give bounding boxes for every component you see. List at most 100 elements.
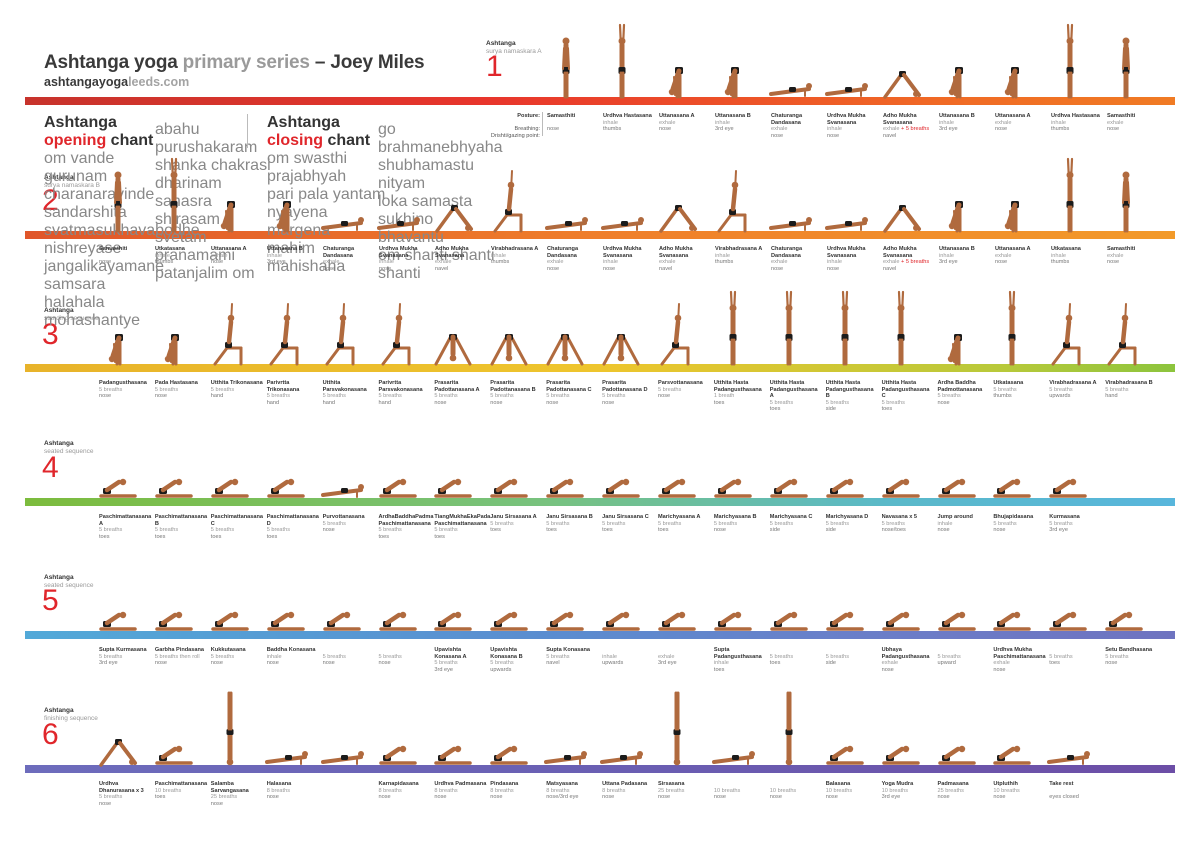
pose-caption: Padangusthasana 5 breaths nose [99,380,151,400]
website-text-2: yoga [98,75,129,89]
section-5-label-title: Ashtanga [44,574,74,581]
pose-drishti: nose [937,527,950,534]
pose-breathing: inhale [715,119,730,126]
pose-caption: Halasana 8 breaths nose [267,781,319,801]
pose-breathing: 5 breaths [378,527,402,534]
pose-breathing: 25 breaths [658,787,685,794]
pose-drishti: side [825,527,836,534]
section-6-label-title: Ashtanga [44,707,74,714]
pose-name: Prasarita Padottanasana C [546,380,592,393]
pose-caption: Take rest eyes closed [1049,781,1101,801]
chant-line: samsara halahala mohashantye [44,276,141,329]
pose-figure [375,301,421,370]
pose-drishti: nose [827,132,840,139]
pose-breathing: 5 breaths [434,660,458,667]
pose-name: Utthita Hasta Padangusthasana A [769,380,818,400]
pose-name: Marichyasana A [658,514,701,520]
pose-name: Garbha Pindasana [154,647,205,653]
pose-breathing: exhale [771,126,788,133]
pose-breathing: 5 breaths [154,386,179,393]
pose-caption: Urdhva Padmasana 8 breaths nose [434,781,486,801]
section-6-label-sub: finishing sequence [44,714,98,722]
pose-figure [654,688,700,771]
section-3-label-sub: standing sequence [44,314,99,322]
pose-name: Virabhadrasana A [1049,380,1097,386]
pose-figure [542,465,588,504]
pose-breathing: 5 breaths [713,520,738,527]
pose-drishti: 3rd eye [715,126,734,133]
pose-figure [822,598,868,637]
chant-line: sandarshita svatmasukhavabodhe [44,204,200,239]
poster-header: Ashtanga yoga primary series – Joey Mile… [44,52,425,89]
pose-caption: 5 breaths nose [379,647,431,667]
pose-caption: Urdhva Mukha Svanasana inhale nose [603,246,655,272]
pose-name: Uttanasana B [939,246,975,252]
pose-name: Prasarita Padottanasana B [490,380,536,393]
pose-drishti: toes [769,406,781,413]
pose-figure [486,465,532,504]
pose-figure [95,168,141,237]
pose-caption: Purvottanasana 5 breaths nose [323,514,375,534]
pose-drishti: side [825,406,836,413]
pose-drishti: nose [993,666,1006,673]
pose-drishti: nose [602,399,615,406]
pose-breathing: 5 breaths [658,386,682,393]
section-3-label-title: Ashtanga [44,307,74,314]
pose-caption: Setu Bandhasana 5 breaths nose [1105,647,1157,667]
pose-name: Navasana x 5 [881,514,918,520]
pose-drishti: thumbs [715,259,734,266]
pose-breathing: 10 breaths [769,787,797,794]
pose-figure [542,732,588,771]
pose-drishti: nose [658,393,671,400]
pose-figure [151,598,197,637]
pose-breathing: inhale [266,653,282,660]
pose-name: Setu Bandhasana [1105,647,1153,653]
pose-name: Samasthiti [1107,113,1136,119]
pose-drishti: nose [881,666,894,673]
pose-name: Chaturanga Dandasana [323,246,355,259]
pose-drishti: nose [1107,259,1120,266]
pose-breathing: 5 breaths [769,653,794,660]
pose-caption: Chaturanga Dandasana exhale nose [323,246,375,272]
pose-name: Virabhadrasana B [1105,380,1153,386]
pose-name: Utkatasana [1051,246,1081,252]
color-band-1 [25,97,1175,105]
pose-name [770,781,822,788]
pose-breathing: 5 breaths [322,653,346,660]
pose-figure [1047,154,1093,237]
pose-caption: Paschimattanasana 10 breaths toes [155,781,207,801]
pose-breathing: inhale [603,259,618,266]
pose-breathing: inhale [491,252,506,259]
pose-caption: Parsvottanasana 5 breaths nose [658,380,710,400]
pose-figure [95,732,141,771]
pose-caption: Ardha Baddha Padmottanasana 5 breaths nose [938,380,990,406]
pose-drishti: 3rd eye [939,259,958,266]
pose-drishti: nose [546,399,559,406]
pose-drishti: nose [378,660,391,667]
pose-figure [375,465,421,504]
pose-breathing: 10 breaths [993,787,1020,794]
pose-drishti: nose [211,259,224,266]
pose-name: Paschimattanasana D [266,514,319,527]
pose-figure [1045,598,1091,637]
pose-breathing: 5 breaths [546,393,570,400]
pose-caption: Utkatasana inhale thumbs [155,246,207,266]
chant-line: abahu purushakaram [155,120,258,156]
pose-caption: Karnapidasana 8 breaths nose [379,781,431,801]
pose-caption: Samasthiti exhale nose [1107,113,1159,133]
section-5-label-sub: seated sequence [44,581,94,589]
pose-name: Paschimattanasana C [210,514,264,527]
pose-drishti: toes [602,527,613,534]
pose-breathing: 5 breaths [1105,386,1129,393]
pose-drishti: thumbs [491,259,510,266]
pose-figure [486,598,532,637]
pose-breathing: exhale + 5 breaths [883,259,930,266]
pose-breathing: 5 breaths [266,527,291,534]
